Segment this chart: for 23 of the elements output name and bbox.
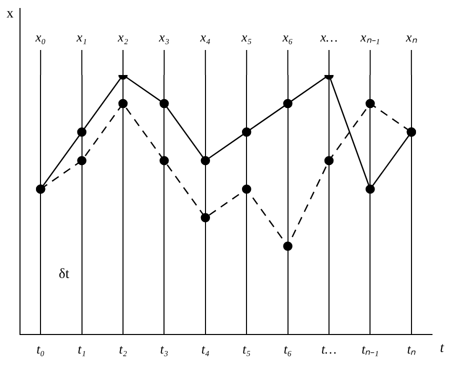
annotation: xₙ [405, 29, 418, 44]
x-tick-label: t₄ [201, 342, 210, 357]
annotation: xₙ₋₁ [360, 29, 380, 44]
x-tick-label: t₂ [118, 342, 128, 357]
annotation: x₄ [199, 29, 212, 44]
x-axis-title: t [440, 341, 445, 356]
annotation: x₃ [158, 29, 170, 44]
x-tick-label: tₙ [407, 342, 417, 357]
x-tick-label: tₙ₋₁ [362, 342, 379, 357]
annotation: x₆ [282, 29, 293, 44]
y-axis-title: x [6, 6, 14, 22]
x-tick-label: t₅ [242, 342, 251, 357]
annotation: x₁ [76, 29, 87, 44]
annotation: x… [319, 29, 338, 44]
annotation: x₂ [116, 29, 129, 44]
annotation: x₀ [34, 29, 46, 44]
x-tick-label: t… [321, 342, 337, 357]
x-tick-label: t₆ [284, 342, 292, 357]
x-tick-label: t₃ [160, 342, 168, 357]
annotation: x₅ [240, 29, 252, 44]
x-tick-label: t₁ [78, 342, 86, 357]
annotation: δt [58, 267, 70, 282]
x-tick-label: t₀ [36, 342, 45, 357]
